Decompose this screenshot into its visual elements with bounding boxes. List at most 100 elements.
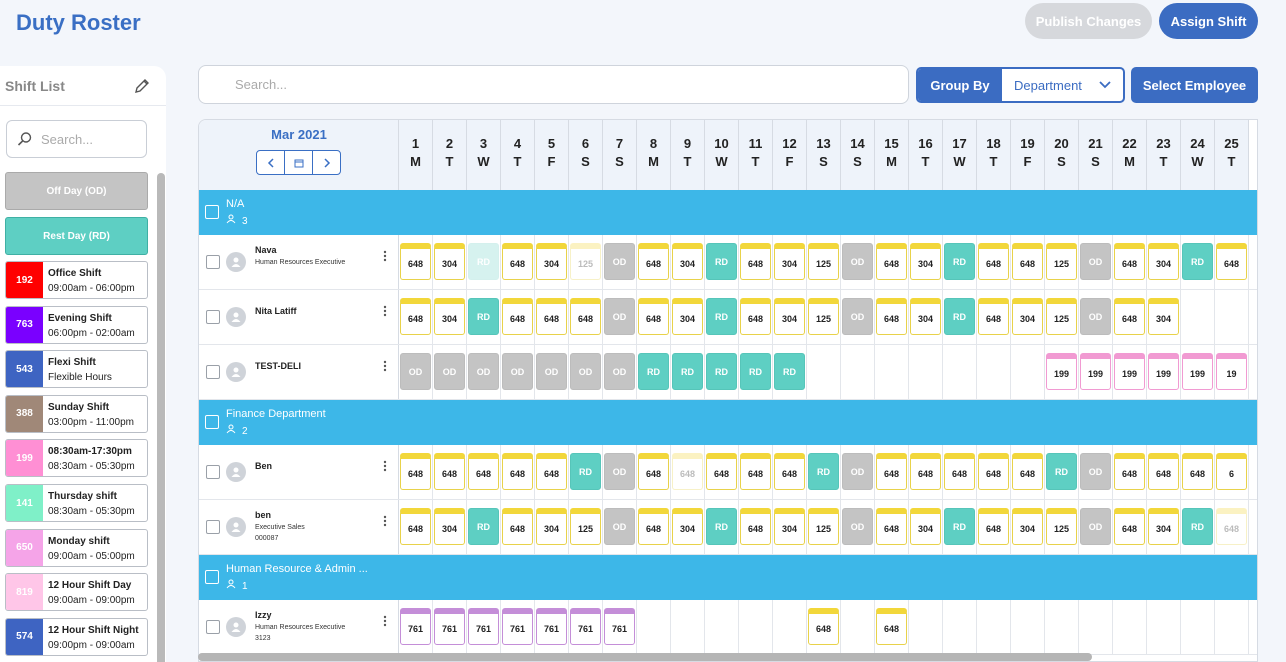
group-checkbox[interactable] — [205, 415, 219, 429]
roster-search-input[interactable] — [235, 77, 835, 92]
shift-chip[interactable]: RD — [706, 508, 737, 545]
shift-search-input[interactable] — [41, 131, 136, 147]
shift-chip[interactable]: 125 — [1046, 298, 1077, 335]
roster-cell[interactable]: 648 — [739, 500, 773, 554]
shift-chip[interactable]: 648 — [434, 453, 465, 490]
roster-cell[interactable]: RD — [943, 500, 977, 554]
roster-cell[interactable]: RD — [705, 500, 739, 554]
roster-cell[interactable] — [1181, 290, 1215, 344]
shift-chip[interactable]: RD — [774, 353, 805, 390]
roster-cell[interactable] — [1011, 600, 1045, 654]
roster-cell[interactable]: OD — [1079, 445, 1113, 499]
roster-cell[interactable]: OD — [603, 235, 637, 289]
shift-chip[interactable]: 761 — [434, 608, 465, 645]
roster-cell[interactable]: 304 — [909, 290, 943, 344]
roster-cell[interactable] — [739, 600, 773, 654]
shift-chip[interactable]: 761 — [400, 608, 431, 645]
roster-cell[interactable]: 648 — [637, 235, 671, 289]
roster-cell[interactable]: 304 — [1147, 500, 1181, 554]
shift-chip[interactable]: 648 — [740, 508, 771, 545]
roster-cell[interactable]: 125 — [807, 290, 841, 344]
roster-cell[interactable] — [1113, 600, 1147, 654]
roster-cell[interactable]: OD — [841, 290, 875, 344]
kebab-menu-icon[interactable] — [383, 460, 387, 472]
roster-cell[interactable]: 304 — [1147, 290, 1181, 344]
shift-chip[interactable]: OD — [468, 353, 499, 390]
shift-chip[interactable]: OD — [536, 353, 567, 390]
roster-cell[interactable] — [841, 600, 875, 654]
roster-cell[interactable]: RD — [671, 345, 705, 399]
roster-cell[interactable]: 648 — [569, 290, 603, 344]
roster-cell[interactable]: 648 — [739, 235, 773, 289]
roster-cell[interactable]: 304 — [773, 235, 807, 289]
shift-search-field[interactable] — [6, 120, 147, 158]
roster-cell[interactable]: 648 — [1113, 290, 1147, 344]
shift-chip[interactable]: 648 — [706, 453, 737, 490]
shift-chip[interactable]: RD — [706, 353, 737, 390]
shift-chip[interactable]: 648 — [1148, 453, 1179, 490]
roster-cell[interactable]: 761 — [399, 600, 433, 654]
shift-chip[interactable]: OD — [842, 508, 873, 545]
shift-chip[interactable]: RD — [1182, 508, 1213, 545]
roster-cell[interactable]: 304 — [433, 500, 467, 554]
roster-cell[interactable]: 648 — [1113, 500, 1147, 554]
shift-chip[interactable]: 199 — [1148, 353, 1179, 390]
roster-cell[interactable]: OD — [399, 345, 433, 399]
roster-cell[interactable]: 199 — [1079, 345, 1113, 399]
roster-cell[interactable]: RD — [1045, 445, 1079, 499]
kebab-menu-icon[interactable] — [383, 515, 387, 527]
roster-cell[interactable] — [637, 600, 671, 654]
roster-cell[interactable] — [943, 600, 977, 654]
roster-cell[interactable]: 648 — [433, 445, 467, 499]
group-checkbox[interactable] — [205, 205, 219, 219]
employee-checkbox[interactable] — [206, 255, 220, 269]
shift-chip[interactable]: RD — [570, 453, 601, 490]
shift-chip[interactable]: RD — [468, 298, 499, 335]
shift-chip[interactable]: 648 — [536, 453, 567, 490]
roster-cell[interactable]: 648 — [705, 445, 739, 499]
shift-chip[interactable]: 648 — [638, 298, 669, 335]
roster-cell[interactable]: 648 — [1113, 445, 1147, 499]
roster-cell[interactable]: 648 — [739, 445, 773, 499]
roster-cell[interactable]: 125 — [569, 235, 603, 289]
roster-cell[interactable]: 648 — [1181, 445, 1215, 499]
roster-cell[interactable]: RD — [943, 235, 977, 289]
roster-cell[interactable]: 648 — [399, 290, 433, 344]
shift-chip[interactable]: RD — [706, 243, 737, 280]
roster-cell[interactable]: 304 — [1011, 500, 1045, 554]
roster-cell[interactable]: 648 — [807, 600, 841, 654]
calendar-button[interactable] — [285, 151, 313, 174]
roster-cell[interactable]: 648 — [1215, 500, 1249, 554]
shift-item[interactable]: 650 Monday shift 09:00am - 05:00pm — [5, 528, 148, 567]
roster-cell[interactable] — [671, 600, 705, 654]
shift-chip[interactable]: 125 — [808, 243, 839, 280]
shift-chip[interactable]: OD — [502, 353, 533, 390]
roster-cell[interactable]: OD — [1079, 235, 1113, 289]
roster-cell[interactable] — [1181, 600, 1215, 654]
shift-chip[interactable]: RD — [638, 353, 669, 390]
roster-cell[interactable]: 648 — [875, 445, 909, 499]
roster-cell[interactable]: 199 — [1147, 345, 1181, 399]
assign-shift-button[interactable]: Assign Shift — [1159, 3, 1258, 39]
roster-cell[interactable]: 648 — [637, 445, 671, 499]
roster-cell[interactable]: 648 — [875, 235, 909, 289]
roster-cell[interactable]: 19 — [1215, 345, 1249, 399]
roster-cell[interactable]: RD — [773, 345, 807, 399]
roster-cell[interactable] — [1045, 600, 1079, 654]
shift-chip[interactable]: RD — [1182, 243, 1213, 280]
shift-chip[interactable]: 648 — [740, 243, 771, 280]
roster-cell[interactable] — [977, 600, 1011, 654]
shift-chip[interactable]: 648 — [1114, 453, 1145, 490]
roster-cell[interactable]: 648 — [501, 500, 535, 554]
roster-cell[interactable] — [1215, 290, 1249, 344]
roster-cell[interactable]: RD — [807, 445, 841, 499]
shift-chip[interactable]: 199 — [1080, 353, 1111, 390]
roster-cell[interactable]: 761 — [501, 600, 535, 654]
shift-chip[interactable]: OD — [1080, 243, 1111, 280]
shift-chip[interactable]: RD — [672, 353, 703, 390]
shift-item[interactable]: 574 12 Hour Shift Night 09:00pm - 09:00am — [5, 617, 148, 656]
employee-checkbox[interactable] — [206, 520, 220, 534]
shift-chip[interactable]: 648 — [1216, 243, 1247, 280]
roster-cell[interactable]: 6 — [1215, 445, 1249, 499]
shift-chip[interactable]: 304 — [536, 243, 567, 280]
